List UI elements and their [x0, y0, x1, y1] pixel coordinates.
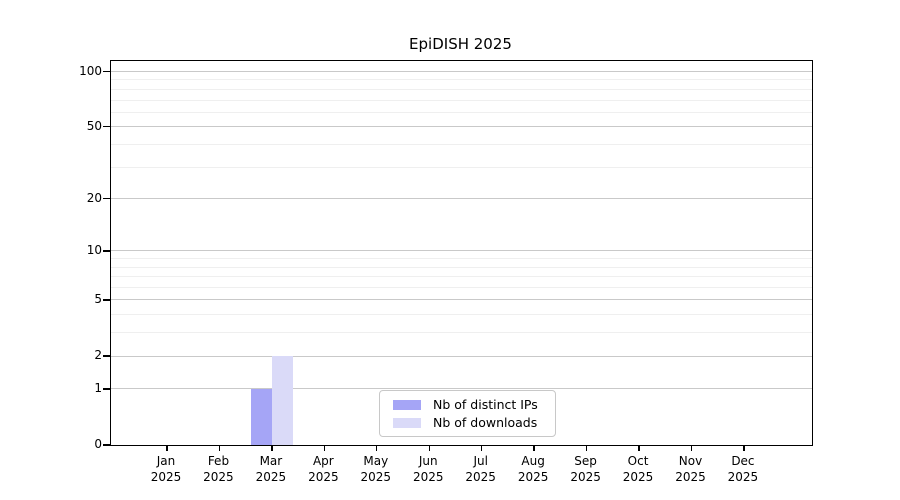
x-axis-label-year: 2025 — [255, 469, 287, 484]
bar-distinct-ips — [250, 388, 272, 445]
minor-gridline — [111, 111, 812, 113]
plot-area: Nb of distinct IPs Nb of downloads — [103, 60, 813, 451]
x-axis-label: Jun 2025 — [397, 454, 459, 485]
minor-gridline — [111, 266, 812, 268]
major-gridline — [111, 250, 812, 252]
x-axis-label: Jul 2025 — [450, 454, 512, 485]
x-axis-label-year: 2025 — [570, 469, 601, 484]
x-axis-label: Apr 2025 — [292, 454, 354, 485]
minor-gridline — [111, 287, 812, 289]
x-axis-label-month: May — [363, 454, 389, 468]
y-axis-label: 100 — [79, 63, 102, 78]
x-axis-label: May 2025 — [345, 454, 407, 485]
y-axis-label: 1 — [94, 380, 102, 395]
x-axis-label-month: Sep — [574, 454, 597, 468]
x-axis-label-year: 2025 — [727, 469, 759, 484]
x-axis-label: Oct 2025 — [607, 454, 669, 485]
y-axis-tick — [103, 299, 110, 301]
x-axis-label-year: 2025 — [675, 469, 706, 484]
x-axis-label-month: Apr — [312, 454, 334, 468]
x-axis-label: Feb 2025 — [187, 454, 249, 485]
x-axis-label-month: Jan — [156, 454, 176, 468]
x-axis-label-month: Mar — [259, 454, 283, 468]
minor-gridline — [111, 276, 812, 278]
minor-gridline — [111, 79, 812, 81]
x-axis-label-year: 2025 — [150, 469, 182, 484]
x-axis-label-month: Jun — [418, 454, 438, 468]
x-axis-tick — [743, 445, 745, 451]
y-axis-label: 50 — [86, 118, 102, 133]
minor-gridline — [111, 314, 812, 316]
x-axis-label: Jan 2025 — [135, 454, 197, 485]
legend-swatch-downloads — [393, 417, 421, 428]
x-axis-label-year: 2025 — [412, 469, 444, 484]
y-axis-tick — [103, 126, 110, 128]
minor-gridline — [111, 88, 812, 90]
major-gridline — [111, 198, 812, 200]
major-gridline — [111, 71, 812, 72]
x-axis-label: Sep 2025 — [555, 454, 617, 485]
y-axis-tick — [103, 70, 110, 73]
y-axis-label: 2 — [94, 348, 102, 363]
minor-gridline — [111, 332, 812, 334]
x-axis-label-month: Feb — [207, 454, 230, 468]
x-axis-label: Aug 2025 — [502, 454, 564, 485]
y-axis-label: 10 — [86, 242, 102, 257]
major-gridline — [111, 388, 812, 390]
x-axis-label: Mar 2025 — [240, 454, 302, 485]
x-axis-tick — [218, 445, 221, 451]
x-axis-tick — [166, 445, 168, 451]
y-axis-tick — [103, 197, 110, 200]
major-gridline — [111, 355, 812, 357]
legend-item-distinct-ips: Nb of distinct IPs — [393, 396, 555, 412]
x-axis-label: Dec 2025 — [712, 454, 774, 485]
legend: Nb of distinct IPs Nb of downloads — [379, 390, 556, 437]
x-axis-tick — [533, 445, 535, 451]
x-axis-label: Nov 2025 — [660, 454, 722, 485]
chart-title: EpiDISH 2025 — [409, 35, 512, 53]
major-gridline — [111, 126, 812, 128]
y-axis-tick — [103, 444, 110, 446]
minor-gridline — [111, 258, 812, 260]
x-axis-tick — [481, 445, 483, 451]
legend-item-downloads: Nb of downloads — [393, 414, 555, 430]
x-axis-label-year: 2025 — [517, 469, 549, 484]
x-axis-label-month: Nov — [678, 454, 703, 468]
x-axis-label-year: 2025 — [360, 469, 392, 484]
minor-gridline — [111, 166, 812, 168]
x-axis-label-year: 2025 — [622, 469, 654, 484]
x-axis-tick — [376, 445, 378, 451]
y-axis-label: 0 — [94, 437, 102, 451]
major-gridline — [111, 299, 812, 301]
y-axis-label: 5 — [94, 291, 102, 306]
x-axis-label-year: 2025 — [203, 469, 234, 484]
legend-swatch-distinct-ips — [393, 399, 421, 410]
x-axis-tick — [638, 445, 640, 451]
x-axis-tick — [428, 445, 430, 451]
x-axis-tick — [585, 445, 588, 451]
y-axis-tick — [103, 250, 110, 252]
minor-gridline — [111, 143, 812, 145]
x-axis-label-year: 2025 — [465, 469, 496, 484]
x-axis-tick — [271, 445, 273, 451]
bar-downloads — [271, 356, 293, 445]
x-axis-label-month: Dec — [731, 454, 755, 468]
y-axis-tick — [103, 388, 110, 390]
x-axis-tick — [690, 445, 693, 451]
x-axis-label-month: Oct — [627, 454, 649, 468]
x-axis-label-month: Jul — [473, 454, 488, 468]
legend-label-distinct-ips: Nb of distinct IPs — [433, 396, 538, 412]
y-axis-label: 20 — [86, 190, 102, 205]
x-axis-tick — [323, 445, 326, 451]
x-axis-label-month: Aug — [521, 454, 545, 468]
x-axis-label-year: 2025 — [308, 469, 339, 484]
legend-label-downloads: Nb of downloads — [433, 414, 538, 430]
y-axis-tick — [103, 355, 110, 357]
minor-gridline — [111, 99, 812, 101]
